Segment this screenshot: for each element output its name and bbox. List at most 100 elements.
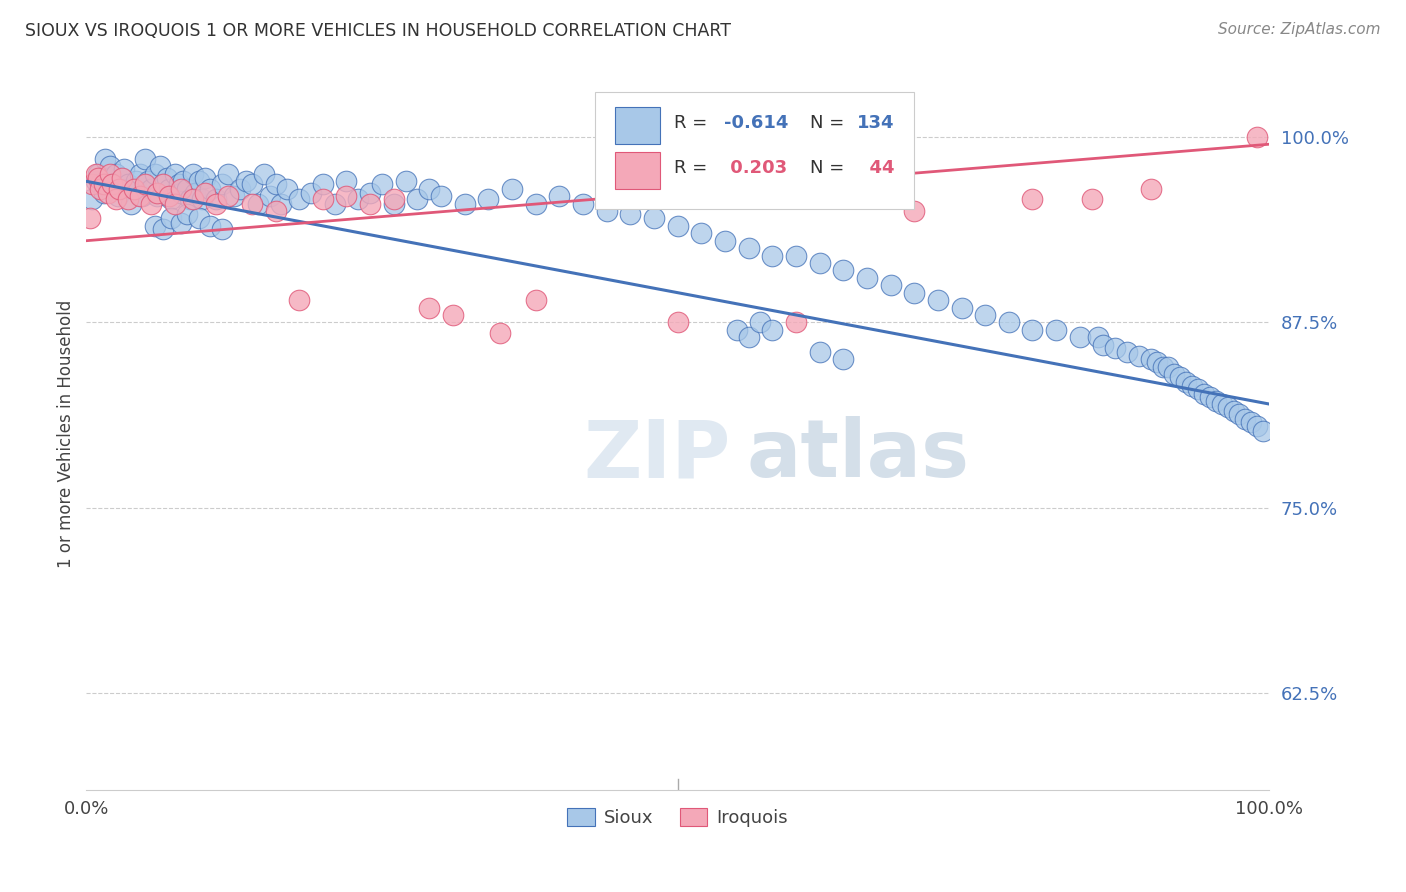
Point [1246,419,1268,434]
Point [181,192,204,206]
Point [93,186,115,201]
Point [998,315,1021,329]
Point [903,204,925,219]
Point [548,189,571,203]
Point [430,189,453,203]
Text: R =: R = [673,159,713,177]
Point [785,249,807,263]
Point [312,192,335,206]
Point [170,216,193,230]
Point [104,182,127,196]
Point [82,192,104,206]
Point [1146,355,1168,369]
Point [382,196,405,211]
Point [761,249,783,263]
Point [394,174,416,188]
Point [1152,359,1174,374]
Point [84,174,107,188]
Point [347,192,370,206]
Point [418,301,440,315]
Point [128,167,150,181]
Point [122,182,145,196]
Point [152,222,174,236]
Point [97,186,120,201]
Point [1181,379,1204,393]
Point [572,196,595,211]
Point [104,192,127,206]
Point [371,178,394,192]
Point [134,178,156,192]
Point [157,182,180,196]
Point [104,167,127,181]
Text: SIOUX VS IROQUOIS 1 OR MORE VEHICLES IN HOUSEHOLD CORRELATION CHART: SIOUX VS IROQUOIS 1 OR MORE VEHICLES IN … [25,22,731,40]
Point [1192,386,1215,401]
FancyBboxPatch shape [595,92,914,210]
Point [217,189,239,203]
Legend: Sioux, Iroquois: Sioux, Iroquois [560,800,794,834]
Point [122,182,145,196]
Point [101,178,124,192]
Point [879,278,901,293]
Point [240,196,263,211]
Point [235,174,257,188]
Text: 44: 44 [858,159,896,177]
Point [141,196,163,211]
Point [808,256,831,270]
Point [643,211,665,226]
Point [1116,345,1139,359]
Point [619,207,641,221]
Point [666,219,689,233]
Point [1175,375,1198,389]
Point [94,152,117,166]
Point [191,192,214,206]
Point [1104,341,1126,355]
Point [160,192,183,206]
Point [172,174,194,188]
Point [240,178,263,192]
Point [176,182,198,196]
Point [323,196,346,211]
Point [1139,182,1161,196]
Point [193,171,215,186]
Point [1187,382,1209,396]
Point [117,192,139,206]
Point [89,178,111,192]
Point [808,345,831,359]
Point [149,160,172,174]
Point [1157,359,1180,374]
Point [176,207,198,221]
Point [903,285,925,300]
Text: atlas: atlas [747,416,969,494]
Point [1240,415,1263,429]
Point [335,189,357,203]
Point [112,162,135,177]
Point [596,204,619,219]
Point [217,167,239,181]
Point [179,192,201,206]
Point [143,219,166,233]
Point [1246,129,1268,144]
Point [98,160,121,174]
Point [125,174,148,188]
Point [89,182,111,196]
Point [97,171,120,186]
Point [152,178,174,192]
Point [170,182,193,196]
Point [1216,400,1239,414]
Point [950,301,973,315]
Point [1069,330,1091,344]
Point [87,171,110,186]
Point [1045,323,1067,337]
Point [666,315,689,329]
Point [382,192,405,206]
Point [312,178,335,192]
Point [1163,368,1185,382]
Point [1222,404,1244,418]
Point [749,315,772,329]
Point [477,192,499,206]
Point [111,171,134,186]
Point [359,186,381,201]
Point [276,182,298,196]
Point [264,178,287,192]
Point [187,211,209,226]
